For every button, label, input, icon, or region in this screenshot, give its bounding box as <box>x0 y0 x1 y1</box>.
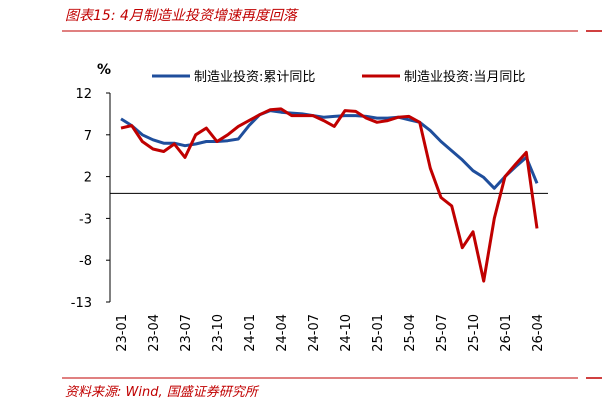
x-tick-label: 24-04 <box>275 314 290 352</box>
legend-label: 制造业投资:当月同比 <box>404 69 525 85</box>
y-tick-label: -8 <box>79 254 92 269</box>
x-tick-label: 23-01 <box>115 314 130 352</box>
y-tick-label: 7 <box>84 129 92 144</box>
y-tick-label: -13 <box>71 296 92 311</box>
x-tick-label: 25-01 <box>371 314 386 352</box>
legend-label: 制造业投资:累计同比 <box>194 69 315 85</box>
x-tick-label: 24-01 <box>243 314 258 352</box>
x-tick-label: 23-04 <box>147 314 162 352</box>
y-tick-label: 12 <box>75 87 92 102</box>
y-tick-label: 2 <box>84 171 92 186</box>
x-tick-label: 26-01 <box>499 314 514 352</box>
chart-title: 图表15: 4月制造业投资增速再度回落 <box>65 8 299 24</box>
series-line <box>120 107 539 283</box>
x-tick-label: 24-10 <box>339 314 354 352</box>
x-tick-label: 24-07 <box>307 314 322 352</box>
x-tick-label: 25-10 <box>467 314 482 352</box>
x-tick-label: 25-07 <box>435 314 450 352</box>
x-tick-label: 26-04 <box>531 314 546 352</box>
y-unit: % <box>97 62 111 78</box>
x-tick-label: 23-07 <box>179 314 194 352</box>
x-tick-label: 23-10 <box>211 314 226 352</box>
x-tick-label: 25-04 <box>403 314 418 352</box>
source-note: 资料来源: Wind, 国盛证券研究所 <box>65 384 260 400</box>
y-tick-label: -3 <box>79 212 92 227</box>
